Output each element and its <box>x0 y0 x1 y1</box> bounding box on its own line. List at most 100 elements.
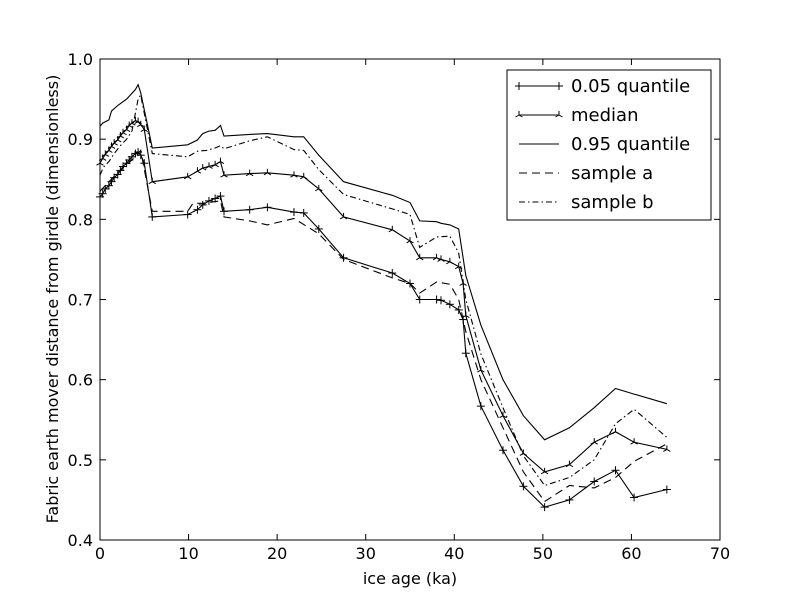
x-tick-label: 40 <box>444 544 464 563</box>
x-tick-label: 20 <box>267 544 287 563</box>
data-point <box>111 145 116 149</box>
legend-label: 0.95 quantile <box>571 134 690 155</box>
data-point <box>663 448 668 452</box>
data-point <box>249 173 254 177</box>
data-point <box>569 464 574 468</box>
series-sample-a <box>99 149 668 503</box>
data-point <box>220 161 225 165</box>
data-point <box>630 441 635 445</box>
data-point <box>409 240 414 244</box>
data-point <box>140 129 145 132</box>
data-point <box>117 139 122 143</box>
data-point <box>502 415 507 419</box>
data-point <box>555 114 560 118</box>
legend-label: sample a <box>571 163 653 184</box>
y-tick-label: 0.9 <box>68 130 93 149</box>
series-line <box>99 93 668 487</box>
x-tick-label: 70 <box>710 544 730 563</box>
data-point <box>148 181 153 185</box>
x-tick-label: 60 <box>621 544 641 563</box>
data-point <box>245 173 250 177</box>
data-point <box>565 464 570 468</box>
data-point <box>432 257 437 261</box>
x-tick-label: 50 <box>533 544 553 563</box>
plot-lines <box>96 83 671 512</box>
data-point <box>126 129 131 132</box>
x-tick-label: 30 <box>356 544 376 563</box>
x-axis-label: ice age (ka) <box>363 569 457 588</box>
legend: 0.05 quantile median 0.95 quantile sample a… <box>506 69 712 221</box>
y-tick-label: 0.4 <box>68 531 93 550</box>
y-tick-label: 1.0 <box>68 50 93 69</box>
data-point <box>152 181 156 185</box>
data-point <box>388 229 393 233</box>
data-point <box>590 441 595 445</box>
x-tick-label: 0 <box>95 544 105 563</box>
series-line <box>99 83 668 441</box>
data-point <box>459 283 464 286</box>
x-tick-label: 10 <box>178 544 198 563</box>
data-point <box>416 257 420 261</box>
data-point <box>436 257 441 261</box>
data-point <box>392 229 397 233</box>
data-point <box>199 167 203 171</box>
data-point <box>216 161 221 165</box>
data-point <box>125 125 130 128</box>
legend-box <box>506 69 712 221</box>
series-sample-b <box>99 93 668 487</box>
legend-label: median <box>571 105 638 126</box>
data-point <box>518 114 523 118</box>
data-point <box>96 162 101 166</box>
data-point <box>465 315 470 318</box>
data-point <box>134 121 139 124</box>
data-point <box>446 261 451 265</box>
legend-item: 0.05 quantile <box>515 76 690 97</box>
data-point <box>137 124 141 128</box>
data-point <box>122 129 127 132</box>
legend-item: 0.95 quantile <box>519 134 690 155</box>
data-point <box>615 431 620 435</box>
data-point <box>339 216 344 220</box>
data-point <box>119 132 124 136</box>
data-point <box>540 471 545 475</box>
data-point <box>140 124 145 128</box>
data-point <box>299 176 304 180</box>
data-point <box>437 258 442 262</box>
data-point <box>116 135 121 139</box>
data-point <box>523 452 528 456</box>
data-point <box>128 122 133 126</box>
legend-item: sample b <box>519 192 654 213</box>
data-point <box>110 142 115 146</box>
data-point <box>187 176 192 180</box>
data-point <box>183 176 188 180</box>
data-point <box>99 162 104 166</box>
data-point <box>220 174 225 178</box>
data-point <box>105 149 110 153</box>
data-point <box>223 174 228 178</box>
data-point <box>107 145 112 149</box>
data-point <box>440 258 445 262</box>
legend-label: sample b <box>571 192 654 213</box>
y-axis-label: Fabric earth mover distance from girdle … <box>43 75 62 524</box>
data-point <box>454 266 459 270</box>
data-point <box>211 164 216 168</box>
data-point <box>120 135 125 139</box>
data-point <box>144 129 149 132</box>
data-point <box>263 172 268 176</box>
data-point <box>633 441 638 445</box>
legend-item: sample a <box>519 163 653 184</box>
data-point <box>105 153 110 157</box>
data-point <box>113 142 118 146</box>
data-point <box>593 441 598 445</box>
data-point <box>202 167 207 171</box>
axis-ticks: 0 10 20 30 40 50 60 70 0.4 0.5 0.6 0.7 0.8 0.9 1.0 <box>68 50 731 563</box>
data-point <box>290 174 295 178</box>
data-point <box>101 153 106 157</box>
series-line <box>99 149 668 503</box>
data-point <box>214 164 219 168</box>
data-point <box>315 188 320 192</box>
data-point <box>480 369 485 373</box>
data-point <box>515 114 520 118</box>
data-point <box>122 132 127 136</box>
